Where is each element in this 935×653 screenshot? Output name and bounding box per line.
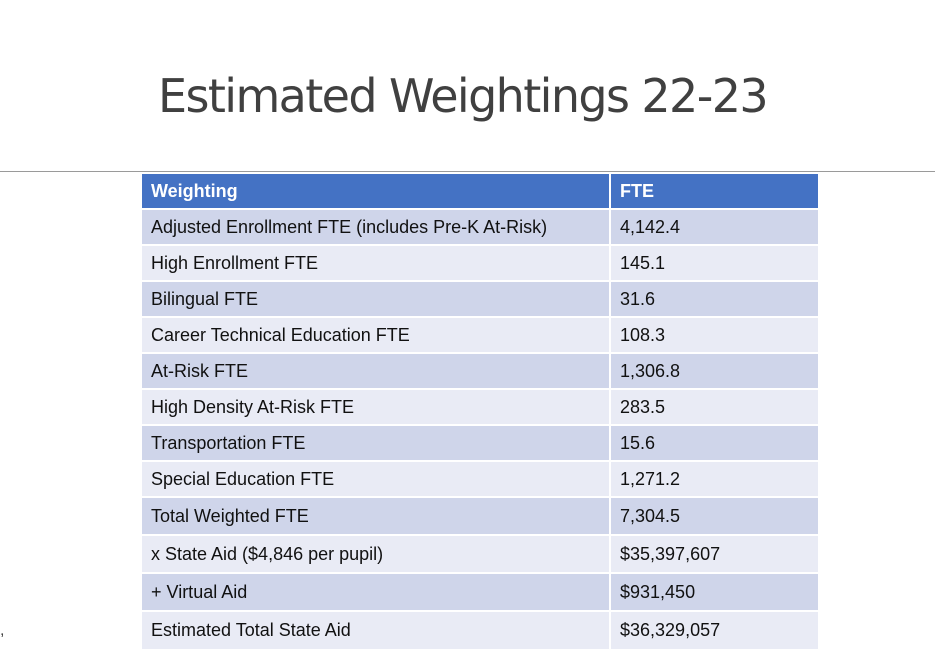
weighting-cell: + Virtual Aid: [142, 573, 611, 611]
fte-cell: 1,271.2: [620, 468, 681, 489]
weighting-cell: Special Education FTE: [142, 461, 611, 497]
weighting-cell: At-Risk FTE: [142, 353, 611, 389]
header-fte: FTE: [620, 180, 654, 201]
weighting-cell: Adjusted Enrollment FTE (includes Pre-K …: [142, 209, 611, 245]
slide-title: Estimated Weightings 22-23: [158, 69, 769, 123]
table-row: High Density At-Risk FTE 283.5: [142, 389, 818, 425]
weighting-cell: High Density At-Risk FTE: [142, 389, 611, 425]
table-row: Career Technical Education FTE 108.3: [142, 317, 818, 353]
edge-mark: ,: [0, 622, 5, 639]
table-header-row: Weighting FTE: [142, 174, 818, 209]
table-row: Total Weighted FTE 7,304.5: [142, 497, 818, 535]
weighting-cell: x State Aid ($4,846 per pupil): [142, 535, 611, 573]
table-row: Transportation FTE 15.6: [142, 425, 818, 461]
fte-cell: 1,306.8: [620, 360, 681, 381]
title-divider: [0, 171, 935, 172]
fte-cell: 108.3: [620, 324, 666, 345]
fte-cell: 4,142.4: [620, 216, 681, 237]
table-row: High Enrollment FTE 145.1: [142, 245, 818, 281]
table-row: At-Risk FTE 1,306.8: [142, 353, 818, 389]
fte-cell: 31.6: [620, 288, 656, 309]
weighting-cell: Career Technical Education FTE: [142, 317, 611, 353]
fte-cell: 15.6: [620, 432, 656, 453]
table-row: + Virtual Aid $931,450: [142, 573, 818, 611]
table-row: Adjusted Enrollment FTE (includes Pre-K …: [142, 209, 818, 245]
weighting-cell: Total Weighted FTE: [142, 497, 611, 535]
fte-cell: 7,304.5: [620, 505, 681, 526]
fte-cell: $35,397,607: [620, 543, 721, 564]
fte-cell: 145.1: [620, 252, 666, 273]
weighting-cell: High Enrollment FTE: [142, 245, 611, 281]
table-row: Special Education FTE 1,271.2: [142, 461, 818, 497]
table-row: x State Aid ($4,846 per pupil) $35,397,6…: [142, 535, 818, 573]
header-weighting: Weighting: [142, 174, 611, 209]
fte-cell: 283.5: [620, 396, 666, 417]
weighting-cell: Bilingual FTE: [142, 281, 611, 317]
fte-cell: $36,329,057: [620, 620, 721, 640]
weightings-table: Weighting FTE Adjusted Enrollment FTE (i…: [142, 174, 818, 649]
weighting-cell: Transportation FTE: [142, 425, 611, 461]
weighting-cell: Estimated Total State Aid: [142, 611, 611, 649]
fte-cell: $931,450: [620, 581, 696, 602]
table-row: Bilingual FTE 31.6: [142, 281, 818, 317]
table-row: Estimated Total State Aid $36,329,057: [142, 611, 818, 649]
